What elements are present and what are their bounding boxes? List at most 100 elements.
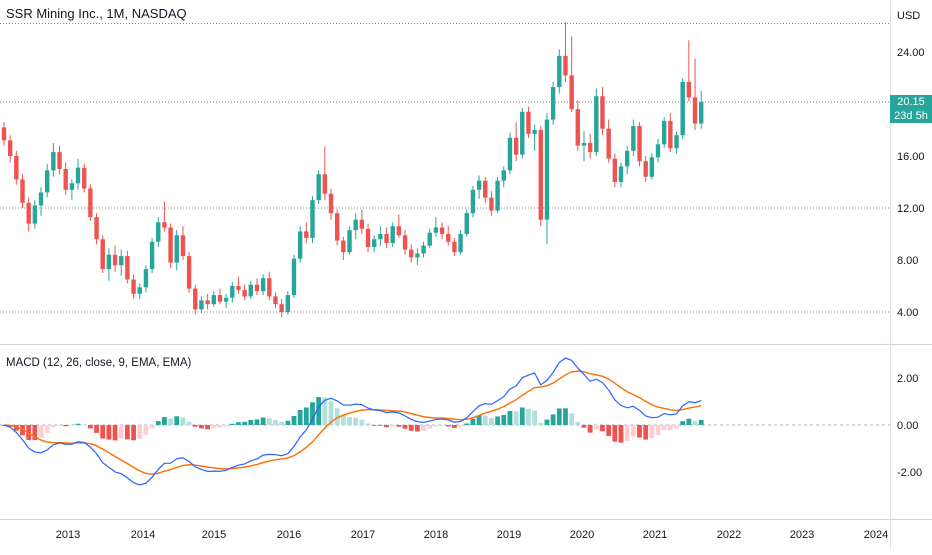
- macd-histogram-bar: [205, 425, 211, 430]
- macd-histogram-bar: [452, 425, 457, 428]
- macd-histogram-bar: [655, 425, 661, 436]
- macd-histogram-bar: [149, 425, 155, 429]
- macd-histogram-bar: [328, 401, 334, 425]
- macd-histogram-bar: [199, 425, 204, 429]
- macd-histogram-bar: [421, 425, 426, 431]
- candle-body: [421, 245, 426, 254]
- candle-body: [612, 158, 618, 182]
- candle-body: [501, 170, 506, 181]
- macd-histogram-bar: [174, 416, 180, 425]
- price-axis-tick-label: 16.00: [897, 151, 925, 163]
- macd-indicator-title[interactable]: MACD (12, 26, close, 9, EMA, EMA): [6, 357, 192, 369]
- candle-body: [557, 55, 562, 88]
- macd-histogram-bar: [303, 407, 309, 425]
- macd-histogram-bar: [575, 421, 581, 425]
- candle-body: [217, 295, 223, 302]
- macd-histogram-bar: [402, 425, 408, 429]
- macd-histogram-bar: [396, 425, 402, 427]
- candle-body: [156, 222, 161, 242]
- candle-body: [668, 120, 673, 149]
- candle-body: [507, 137, 513, 171]
- time-axis-tick-label: 2023: [790, 529, 814, 541]
- macd-histogram-bar: [526, 408, 531, 425]
- candle-body: [341, 240, 346, 253]
- macd-histogram-bar: [334, 408, 340, 425]
- time-axis-tick-label: 2015: [202, 529, 226, 541]
- macd-histogram-bar: [180, 417, 186, 425]
- macd-histogram-bar: [112, 425, 118, 441]
- macd-histogram-bar: [87, 425, 93, 429]
- candle-body: [63, 169, 68, 190]
- macd-histogram-bar: [680, 421, 686, 425]
- candle-body: [643, 161, 648, 177]
- macd-histogram-bar: [538, 422, 544, 425]
- candle-body: [359, 219, 365, 229]
- macd-histogram-bar: [63, 425, 69, 427]
- candle-body: [674, 135, 679, 149]
- candle-body: [544, 119, 550, 220]
- candle-body: [44, 170, 50, 193]
- candle-body: [520, 111, 525, 155]
- macd-histogram-bar: [581, 425, 587, 428]
- candle-body: [600, 96, 605, 129]
- macd-histogram-bar: [106, 425, 112, 440]
- candle-body: [223, 297, 229, 302]
- macd-histogram-bar: [291, 415, 297, 425]
- last-price-label: 20.15: [890, 95, 932, 109]
- macd-histogram-bar: [519, 407, 525, 425]
- time-axis-tick-label: 2018: [424, 529, 448, 541]
- candle-body: [248, 284, 253, 297]
- macd-histogram-bar: [612, 425, 618, 442]
- macd-histogram-bar: [507, 410, 513, 425]
- candle-body: [94, 217, 99, 240]
- macd-histogram-bar: [211, 425, 217, 429]
- macd-histogram-bar: [118, 425, 124, 439]
- candle-body: [14, 156, 19, 180]
- candle-body: [75, 167, 81, 184]
- candle-body: [137, 287, 142, 294]
- macd-histogram-bar: [94, 425, 99, 433]
- macd-histogram-bar: [390, 425, 396, 427]
- candle-body: [686, 81, 692, 98]
- bar-countdown-label: 23d 5h: [890, 109, 932, 123]
- candle-body: [180, 235, 186, 257]
- macd-histogram-bar: [266, 418, 272, 425]
- time-axis-tick-label: 2016: [277, 529, 301, 541]
- macd-histogram-bar: [347, 416, 352, 425]
- candle-body: [569, 75, 574, 110]
- candle-body: [112, 254, 118, 266]
- macd-histogram-bar: [470, 418, 476, 425]
- macd-histogram-bar: [50, 425, 56, 428]
- macd-axis-tick-label: -2.00: [897, 467, 922, 479]
- macd-histogram-bar: [464, 423, 470, 425]
- macd-histogram-bar: [544, 419, 550, 425]
- candle-body: [446, 234, 451, 242]
- candle-body: [149, 241, 155, 270]
- candle-body: [125, 256, 130, 280]
- candle-body: [316, 174, 321, 201]
- macd-histogram-bar: [698, 419, 704, 425]
- macd-histogram-bar: [353, 417, 359, 425]
- candle-body: [458, 234, 463, 253]
- macd-line: [3, 357, 702, 486]
- candle-body: [131, 279, 136, 294]
- candle-body: [390, 226, 395, 244]
- candle-body: [199, 300, 204, 310]
- candle-body: [291, 258, 297, 296]
- candle-body: [168, 227, 173, 263]
- candle-body: [692, 97, 698, 124]
- macd-histogram-bar: [674, 425, 679, 429]
- macd-histogram-bar: [445, 425, 451, 427]
- macd-histogram-bar: [618, 425, 624, 443]
- macd-histogram-bar: [57, 425, 62, 426]
- macd-histogram-bar: [563, 408, 568, 425]
- candle-body: [563, 55, 568, 76]
- candle-body: [242, 289, 247, 297]
- candle-body: [267, 278, 272, 297]
- macd-histogram-bar: [643, 425, 649, 440]
- candle-body: [334, 213, 340, 241]
- candle-body: [649, 157, 655, 177]
- macd-histogram-bar: [236, 422, 241, 425]
